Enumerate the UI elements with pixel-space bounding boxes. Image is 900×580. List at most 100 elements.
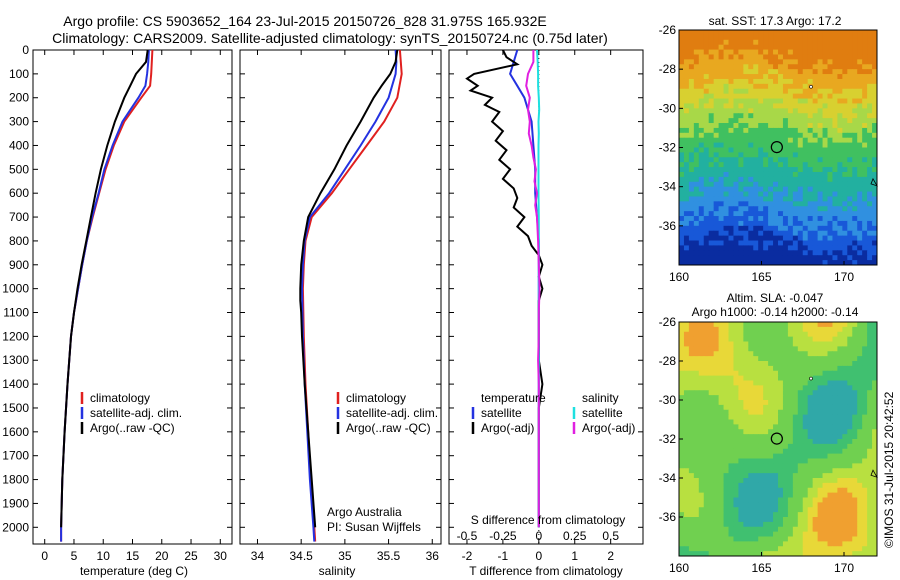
map-cell [817,487,824,494]
map-cell [867,260,873,266]
map-cell [723,443,729,450]
map-cell [857,181,863,188]
map-cell [812,34,819,41]
map-cell [723,74,729,80]
map-cell [812,512,819,518]
map-cell [728,331,734,338]
map-cell [778,448,784,455]
map-cell [773,448,779,455]
map-cell [738,482,744,489]
map-cell [773,191,779,197]
map-cell [787,400,794,406]
map-cell [679,326,685,333]
map-cell [683,351,690,357]
map-cell [743,336,749,343]
map-cell [827,521,833,528]
y-tick-label: -30 [659,101,677,115]
map-cell [728,541,734,547]
map-cell [683,404,690,411]
map-cell [768,34,774,41]
map-cell [693,365,700,372]
map-cell [872,478,878,484]
map-cell [723,250,729,256]
map-cell [778,492,784,499]
map-cell [857,152,863,158]
map-cell [867,137,873,144]
map-cell [743,365,749,372]
map-cell [842,512,848,518]
map-cell [708,113,715,119]
map-cell [837,49,843,55]
map-cell [693,512,700,518]
map-cell [718,103,725,109]
map-cell [728,260,734,266]
map-cell [718,448,725,455]
map-cell [822,83,828,90]
map-cell [817,225,824,232]
map-cell [773,88,779,95]
map-cell [787,152,794,158]
map-cell [718,167,725,173]
map-cell [782,93,789,100]
map-cell [713,468,720,474]
map-cell [773,429,779,435]
map-cell [782,536,789,542]
map-cell [867,448,873,455]
map-cell [782,404,789,411]
map-cell [852,201,858,207]
map-cell [733,181,739,188]
map-cell [847,414,853,421]
map-cell [718,132,725,139]
map-cell [787,541,794,547]
map-cell [867,211,873,217]
map-cell [862,260,868,266]
map-cell [787,326,794,333]
y-tick-label: 800 [9,234,29,248]
map-cell [822,113,828,119]
map-cell [693,424,700,430]
map-cell [688,356,695,362]
map-cell [748,69,754,75]
map-cell [738,492,744,499]
map-cell [807,240,814,246]
map-cell [778,176,784,183]
map-cell [703,44,710,51]
map-cell [842,216,848,222]
map-cell [778,230,784,237]
map-cell [867,220,873,227]
map-cell [778,98,784,104]
map-cell [782,69,789,75]
map-cell [867,59,873,65]
map-cell [728,181,734,188]
map-cell [822,517,828,523]
map-cell [733,395,739,401]
map-cell [708,385,715,391]
map-cell [847,507,853,513]
map-cell [778,546,784,552]
map-cell [743,458,749,464]
map-cell [872,176,878,183]
map-cell [753,502,759,508]
map-cell [778,186,784,193]
map-cell [718,220,725,227]
map-cell [768,201,774,207]
map-cell [748,424,754,430]
map-cell [802,167,809,173]
map-cell [787,546,794,552]
map-cell [807,400,814,406]
map-cell [842,162,848,168]
map-cell [703,365,710,372]
map-cell [753,157,759,163]
map-cell [763,512,769,518]
map-cell [857,118,863,124]
map-cell [733,536,739,542]
map-cell [822,443,828,450]
map-cell [867,409,873,416]
map-cell [733,380,739,386]
map-cell [792,220,799,227]
map-cell [812,201,819,207]
map-cell [797,478,804,484]
map-cell [713,521,720,528]
map-cell [718,468,725,474]
map-cell [708,443,715,450]
